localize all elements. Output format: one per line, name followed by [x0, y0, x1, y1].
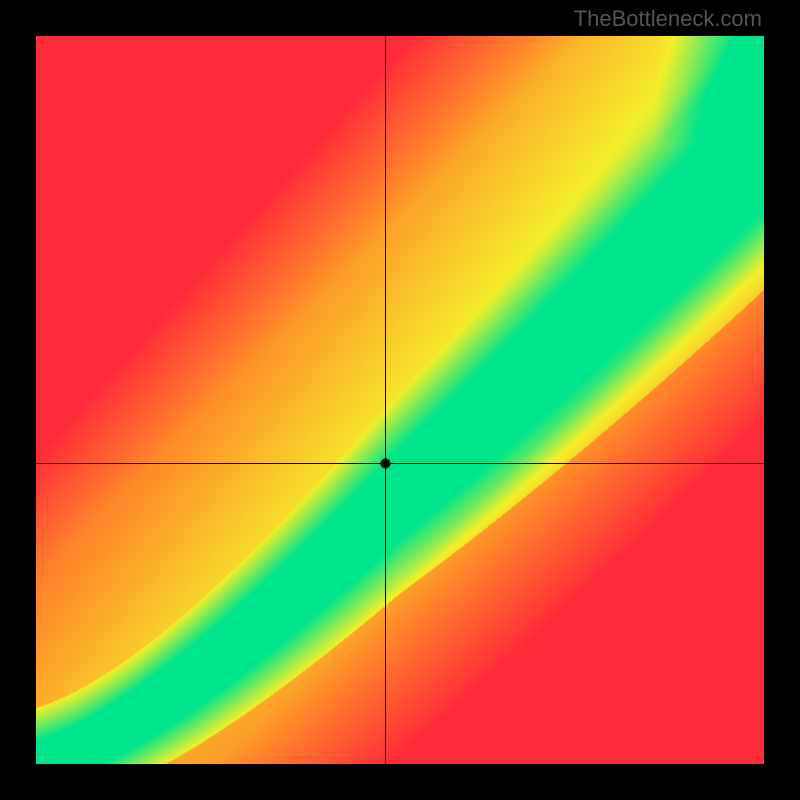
plot-frame: [36, 36, 764, 764]
watermark-text: TheBottleneck.com: [574, 6, 762, 32]
chart-container: TheBottleneck.com: [0, 0, 800, 800]
crosshair-dot: [36, 36, 764, 764]
